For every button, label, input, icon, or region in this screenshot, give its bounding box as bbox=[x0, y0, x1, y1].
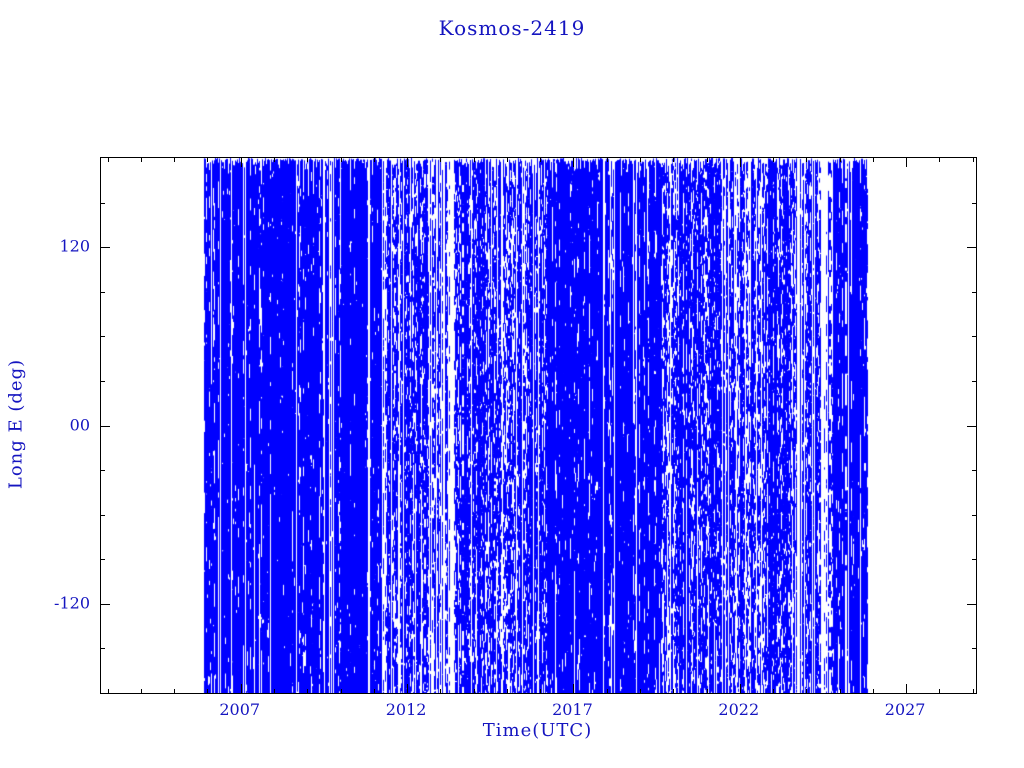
y-tick-label: 00 bbox=[69, 415, 90, 434]
x-minor-tick bbox=[474, 158, 475, 162]
x-major-tick bbox=[906, 158, 907, 167]
plot-frame bbox=[100, 157, 977, 694]
x-major-tick bbox=[573, 158, 574, 167]
y-minor-tick bbox=[972, 515, 976, 516]
x-minor-tick bbox=[207, 689, 208, 693]
x-minor-tick bbox=[440, 689, 441, 693]
y-minor-tick bbox=[101, 203, 105, 204]
x-major-tick bbox=[407, 684, 408, 693]
y-minor-tick bbox=[101, 515, 105, 516]
y-minor-tick bbox=[972, 292, 976, 293]
x-major-tick bbox=[241, 158, 242, 167]
y-minor-tick bbox=[972, 381, 976, 382]
x-minor-tick bbox=[174, 158, 175, 162]
x-minor-tick bbox=[773, 158, 774, 162]
x-tick-label: 2007 bbox=[219, 700, 261, 719]
x-minor-tick bbox=[840, 158, 841, 162]
x-minor-tick bbox=[540, 158, 541, 162]
x-minor-tick bbox=[673, 689, 674, 693]
y-minor-tick bbox=[101, 470, 105, 471]
x-minor-tick bbox=[507, 689, 508, 693]
x-minor-tick bbox=[707, 158, 708, 162]
y-major-tick bbox=[101, 604, 110, 605]
x-minor-tick bbox=[806, 689, 807, 693]
x-minor-tick bbox=[374, 158, 375, 162]
x-tick-label: 2012 bbox=[385, 700, 427, 719]
x-tick-label: 2017 bbox=[552, 700, 593, 719]
x-minor-tick bbox=[141, 158, 142, 162]
x-minor-tick bbox=[840, 689, 841, 693]
y-minor-tick bbox=[101, 381, 105, 382]
x-minor-tick bbox=[873, 689, 874, 693]
y-major-tick bbox=[967, 247, 976, 248]
x-major-tick bbox=[740, 684, 741, 693]
plot-canvas bbox=[101, 158, 976, 693]
y-minor-tick bbox=[101, 648, 105, 649]
y-major-tick bbox=[101, 426, 110, 427]
y-major-tick bbox=[967, 604, 976, 605]
y-axis-title: Long E (deg) bbox=[5, 358, 27, 490]
x-minor-tick bbox=[773, 689, 774, 693]
y-minor-tick bbox=[101, 336, 105, 337]
y-minor-tick bbox=[101, 292, 105, 293]
x-tick-label: 2027 bbox=[884, 700, 926, 719]
y-tick-label: -120 bbox=[54, 593, 90, 613]
y-tick-label: 120 bbox=[59, 236, 90, 256]
x-major-tick bbox=[906, 684, 907, 693]
x-major-tick bbox=[241, 684, 242, 693]
x-minor-tick bbox=[873, 158, 874, 162]
x-minor-tick bbox=[939, 158, 940, 162]
x-minor-tick bbox=[108, 158, 109, 162]
x-minor-tick bbox=[607, 689, 608, 693]
x-minor-tick bbox=[108, 689, 109, 693]
y-minor-tick bbox=[972, 203, 976, 204]
x-minor-tick bbox=[973, 689, 974, 693]
x-minor-tick bbox=[440, 158, 441, 162]
x-minor-tick bbox=[507, 158, 508, 162]
x-minor-tick bbox=[939, 689, 940, 693]
y-major-tick bbox=[101, 247, 110, 248]
x-minor-tick bbox=[274, 158, 275, 162]
x-minor-tick bbox=[474, 689, 475, 693]
x-minor-tick bbox=[207, 158, 208, 162]
x-minor-tick bbox=[707, 689, 708, 693]
x-minor-tick bbox=[540, 689, 541, 693]
x-minor-tick bbox=[307, 158, 308, 162]
x-major-tick bbox=[740, 158, 741, 167]
y-minor-tick bbox=[972, 648, 976, 649]
x-tick-label: 2022 bbox=[718, 700, 760, 719]
x-minor-tick bbox=[141, 689, 142, 693]
y-minor-tick bbox=[972, 336, 976, 337]
x-minor-tick bbox=[973, 158, 974, 162]
x-minor-tick bbox=[640, 158, 641, 162]
y-major-tick bbox=[967, 426, 976, 427]
x-minor-tick bbox=[307, 689, 308, 693]
x-minor-tick bbox=[806, 158, 807, 162]
x-minor-tick bbox=[174, 689, 175, 693]
x-minor-tick bbox=[673, 158, 674, 162]
x-major-tick bbox=[573, 684, 574, 693]
chart-title: Kosmos-2419 bbox=[438, 16, 586, 40]
x-minor-tick bbox=[640, 689, 641, 693]
y-minor-tick bbox=[972, 559, 976, 560]
y-minor-tick bbox=[972, 470, 976, 471]
y-minor-tick bbox=[101, 559, 105, 560]
x-major-tick bbox=[407, 158, 408, 167]
x-minor-tick bbox=[341, 158, 342, 162]
x-minor-tick bbox=[274, 689, 275, 693]
x-axis-title: Time(UTC) bbox=[482, 720, 593, 741]
x-minor-tick bbox=[374, 689, 375, 693]
x-minor-tick bbox=[607, 158, 608, 162]
x-minor-tick bbox=[341, 689, 342, 693]
